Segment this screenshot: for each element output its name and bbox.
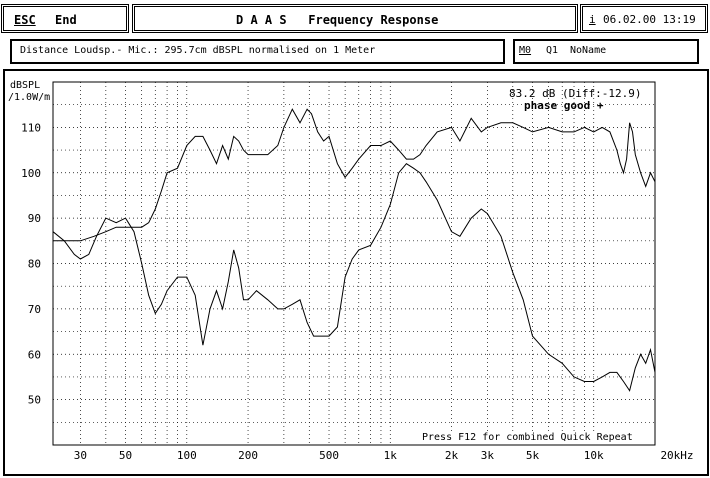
y-tick-label: 110 <box>21 121 41 134</box>
x-tick-label: 1k <box>384 449 398 462</box>
series-line-1 <box>53 108 656 242</box>
esc-key[interactable]: ESC <box>14 13 36 27</box>
x-tick-label: 100 <box>177 449 197 462</box>
x-tick-label: 20kHz <box>660 449 693 462</box>
tick-labels: 50 60 70 80 90 100 110 30 50 100 200 500 1k 2k 3k 5k 10k… <box>21 121 693 462</box>
memory-key[interactable]: M0 <box>519 45 532 56</box>
y-tick-label: 100 <box>21 167 41 180</box>
esc-end-box[interactable] <box>1 4 129 33</box>
x-tick-label: 3k <box>481 449 495 462</box>
plot-frame <box>3 69 709 476</box>
memory-slot: Q1 <box>546 45 559 56</box>
x-tick-label: 500 <box>319 449 339 462</box>
series-line-2 <box>52 163 656 392</box>
y-tick-label: 60 <box>28 348 41 361</box>
y-tick-label: 90 <box>28 212 41 225</box>
description-box <box>10 39 505 64</box>
x-tick-label: 2k <box>445 449 459 462</box>
series <box>52 108 656 392</box>
memory-name: NoName <box>570 45 607 56</box>
x-tick-label: 50 <box>119 449 132 462</box>
page-title: D A A S Frequency Response <box>236 13 439 27</box>
grid <box>52 81 656 446</box>
measurement-description: Distance Loudsp.- Mic.: 295.7cm dBSPL no… <box>20 45 376 56</box>
x-tick-label: 30 <box>74 449 87 462</box>
phase-status: phase good + <box>524 99 604 112</box>
x-tick-label: 200 <box>238 449 258 462</box>
x-tick-label: 10k <box>584 449 604 462</box>
x-tick-label: 5k <box>526 449 540 462</box>
quick-repeat-hint: Press F12 for combined Quick Repeat <box>422 432 633 444</box>
info-key[interactable]: i <box>589 13 596 26</box>
y-tick-label: 80 <box>28 258 41 271</box>
datetime-box <box>580 4 708 33</box>
end-label[interactable]: End <box>55 13 77 27</box>
datetime: 06.02.00 13:19 <box>603 13 696 26</box>
y-axis-label: dBSPL <box>10 80 41 91</box>
level-readout: 83.2 dB (Diff:-12.9) <box>509 87 642 100</box>
y-axis-unit: /1.0W/m <box>8 92 51 103</box>
title-box <box>132 4 578 33</box>
y-tick-label: 50 <box>28 394 41 407</box>
y-tick-label: 70 <box>28 303 41 316</box>
memory-box <box>513 39 699 64</box>
